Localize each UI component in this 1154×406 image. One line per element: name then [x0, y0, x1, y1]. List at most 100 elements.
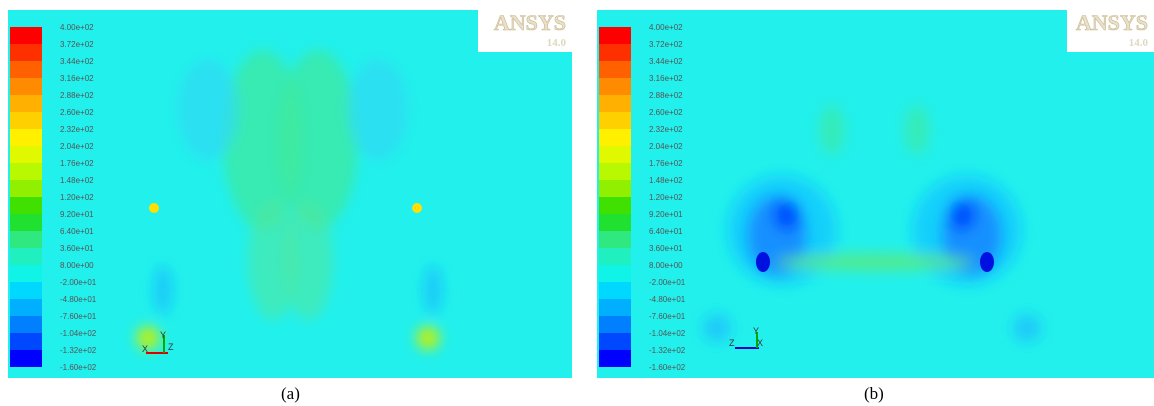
colorbar-swatch: [599, 146, 631, 163]
colorbar-swatch: [10, 27, 42, 44]
contour-panel: 4.00e+02 3.72e+02 3.44e+02 3.16e+02 2.88e+02…: [597, 10, 1154, 378]
logo-version: 14.0: [547, 37, 567, 49]
colorbar-swatch: [10, 248, 42, 265]
colorbar-label: 3.72e+02: [649, 40, 683, 49]
cold-spot: [756, 252, 770, 272]
colorbar-swatch: [599, 333, 631, 350]
colorbar-label: 1.20e+02: [60, 193, 94, 202]
colorbar-label: -2.00e+01: [60, 278, 97, 287]
colorbar-label: -7.60e+01: [649, 312, 686, 321]
colorbar-label: 2.88e+02: [60, 91, 94, 100]
colorbar-label: -1.04e+02: [649, 329, 686, 338]
contours: [703, 105, 1041, 342]
colorbar-label: 1.76e+02: [649, 159, 683, 168]
colorbar-label: 6.40e+01: [60, 227, 94, 236]
caption: (b): [864, 384, 884, 403]
colorbar-label: 1.48e+02: [60, 176, 94, 185]
hot-spot: [149, 203, 159, 213]
colorbar-label: 4.00e+02: [60, 23, 94, 32]
triad-label: Z: [729, 338, 735, 348]
colorbar-swatch: [10, 214, 42, 231]
logo-name: ANSYS: [1076, 10, 1148, 35]
colorbar-label: -4.80e+01: [649, 295, 686, 304]
colorbar-swatch: [599, 299, 631, 316]
colorbar-swatch: [10, 112, 42, 129]
colorbar-swatch: [599, 231, 631, 248]
colorbar-label: 2.04e+02: [649, 142, 683, 151]
colorbar-swatch: [599, 316, 631, 333]
colorbar-label: -1.60e+02: [649, 363, 686, 372]
triad-label: X: [142, 344, 148, 354]
colorbar-swatch: [10, 350, 42, 367]
colorbar-swatch: [599, 27, 631, 44]
colorbar-label: 3.72e+02: [60, 40, 94, 49]
colorbar-label: -7.60e+01: [60, 312, 97, 321]
colorbar-label: -1.04e+02: [60, 329, 97, 338]
colorbar-label: 2.88e+02: [649, 91, 683, 100]
colorbar-swatch: [599, 163, 631, 180]
colorbar-label: 8.00e+00: [649, 261, 683, 270]
colorbar-label: 3.44e+02: [649, 57, 683, 66]
colorbar-swatch: [599, 95, 631, 112]
colorbar-label: 3.44e+02: [60, 57, 94, 66]
colorbar-swatch: [10, 146, 42, 163]
colorbar-swatch: [599, 265, 631, 282]
colorbar-swatch: [10, 265, 42, 282]
colorbar-swatch: [10, 95, 42, 112]
colorbar-label: 2.60e+02: [649, 108, 683, 117]
triad-label: X: [757, 338, 763, 348]
colorbar-swatch: [10, 197, 42, 214]
colorbar-label: 1.76e+02: [60, 159, 94, 168]
colorbar-swatch: [599, 214, 631, 231]
triad-label: Y: [753, 326, 759, 336]
colorbar-swatch: [10, 282, 42, 299]
colorbar-swatch: [10, 231, 42, 248]
colorbar-swatch: [10, 44, 42, 61]
colorbar-swatch: [10, 180, 42, 197]
contour-panel: 4.00e+02 3.72e+02 3.44e+02 3.16e+02 2.88e+02…: [8, 10, 572, 378]
colorbar-label: 2.32e+02: [60, 125, 94, 134]
colorbar-swatch: [599, 44, 631, 61]
colorbar-swatch: [599, 248, 631, 265]
colorbar-label: 6.40e+01: [649, 227, 683, 236]
colorbar-swatch: [10, 61, 42, 78]
field-background: [597, 10, 1154, 378]
logo-name: ANSYS: [494, 10, 566, 35]
colorbar-label: 3.16e+02: [60, 74, 94, 83]
colorbar-swatch: [599, 282, 631, 299]
colorbar-swatch: [10, 333, 42, 350]
colorbar-label: -1.32e+02: [60, 346, 97, 355]
colorbar-label: -4.80e+01: [60, 295, 97, 304]
colorbar-label: 3.16e+02: [649, 74, 683, 83]
colorbar-swatch: [599, 112, 631, 129]
caption: (a): [281, 384, 300, 403]
cold-spot: [980, 252, 994, 272]
colorbar-swatch: [599, 61, 631, 78]
colorbar-label: 1.48e+02: [649, 176, 683, 185]
contours: [136, 50, 443, 350]
colorbar-label: 2.32e+02: [649, 125, 683, 134]
logo-version: 14.0: [1129, 37, 1149, 49]
colorbar-label: -2.00e+01: [649, 278, 686, 287]
colorbar-swatch: [599, 350, 631, 367]
hot-spot: [412, 203, 422, 213]
colorbar-swatch: [599, 129, 631, 146]
colorbar-swatch: [10, 316, 42, 333]
colorbar-swatch: [599, 78, 631, 95]
colorbar-label: 9.20e+01: [649, 210, 683, 219]
colorbar-swatch: [10, 129, 42, 146]
colorbar-label: 2.60e+02: [60, 108, 94, 117]
colorbar-swatch: [10, 78, 42, 95]
triad-label: Z: [168, 342, 174, 352]
colorbar-label: -1.32e+02: [649, 346, 686, 355]
logo-box: [478, 10, 572, 52]
colorbar-label: 3.60e+01: [60, 244, 94, 253]
logo-box: [1067, 10, 1154, 52]
colorbar-swatch: [599, 197, 631, 214]
colorbar-label: 9.20e+01: [60, 210, 94, 219]
colorbar-label: 2.04e+02: [60, 142, 94, 151]
colorbar-label: 3.60e+01: [649, 244, 683, 253]
colorbar-label: -1.60e+02: [60, 363, 97, 372]
triad-label: Y: [160, 330, 166, 340]
colorbar-swatch: [10, 163, 42, 180]
